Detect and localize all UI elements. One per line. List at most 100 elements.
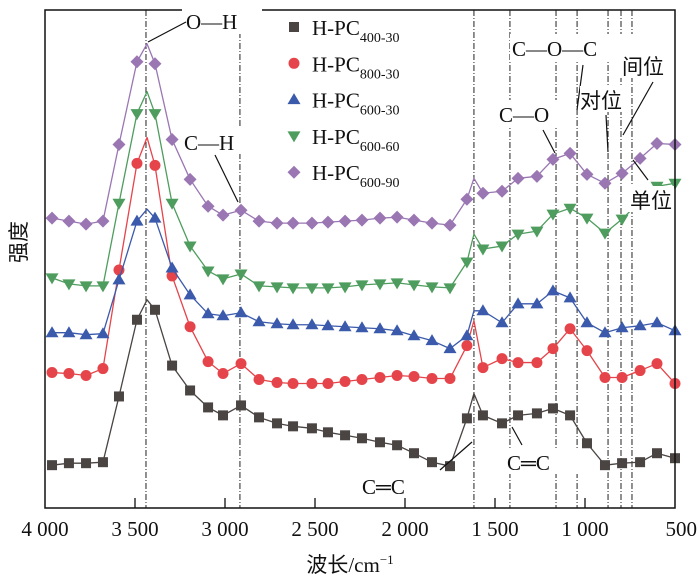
data-point-600-90 (495, 184, 509, 198)
annotations: O—H C—H C═C C═C C—O C—O—C 对位 间位 单位 (147, 6, 674, 499)
data-point-600-90 (305, 216, 319, 230)
data-point-600-90 (130, 55, 144, 69)
data-point-600-90 (546, 152, 560, 166)
legend-label: H-PC600-30 (312, 89, 400, 119)
data-point-400-30 (513, 410, 524, 421)
data-point-600-30 (355, 321, 369, 333)
data-point-400-30 (599, 460, 610, 471)
data-point-800-30 (80, 370, 92, 382)
legend-item-400-30: H-PC400-30 (289, 16, 400, 46)
x-tick-label: 1 500 (471, 517, 518, 541)
data-point-400-30 (461, 413, 472, 424)
data-point-600-90 (112, 137, 126, 151)
data-point-800-30 (306, 378, 318, 389)
data-point-600-60 (305, 283, 319, 295)
data-point-600-90 (511, 171, 525, 185)
x-ticks: 4 000 3 500 3 000 2 500 2 000 1 500 1 000 500 (21, 498, 697, 541)
data-point-400-30 (97, 457, 108, 468)
leader-cc-2 (511, 426, 523, 446)
data-point-400-30 (236, 400, 247, 411)
data-point-800-30 (46, 367, 58, 379)
x-tick-label: 2 500 (291, 517, 338, 541)
data-point-800-30 (184, 321, 196, 333)
data-point-400-30 (203, 402, 214, 413)
data-point-400-30 (185, 385, 196, 396)
data-point-400-30 (392, 440, 403, 451)
data-point-600-60 (563, 203, 577, 215)
data-point-400-30 (635, 457, 646, 468)
data-point-400-30 (445, 461, 455, 472)
data-point-400-30 (427, 457, 437, 468)
data-point-600-60 (546, 209, 560, 221)
x-tick-label: 2 000 (381, 517, 428, 541)
x-axis-label: 波长/cm−1 (306, 552, 393, 577)
data-point-600-60 (321, 283, 335, 295)
data-point-600-60 (373, 279, 387, 291)
data-point-600-30 (148, 211, 162, 223)
data-point-600-30 (425, 334, 439, 346)
data-point-600-30 (650, 316, 664, 328)
data-point-600-90 (62, 214, 76, 228)
data-point-600-30 (286, 318, 300, 330)
data-point-800-30 (271, 377, 283, 389)
data-point-800-30 (253, 374, 265, 386)
data-point-600-30 (373, 322, 387, 334)
legend-label-sub: 600-30 (360, 104, 400, 119)
data-point-600-90 (598, 176, 612, 190)
annotation-co: C—O (499, 103, 549, 127)
data-point-600-90 (45, 211, 59, 225)
legend-marker-icon (287, 165, 301, 179)
annotation-oh: O—H (186, 10, 237, 34)
data-point-800-30 (651, 358, 663, 370)
series-group (45, 43, 682, 472)
data-point-600-60 (286, 283, 300, 295)
data-point-600-30 (183, 288, 197, 300)
data-point-600-90 (460, 192, 474, 206)
data-point-400-30 (409, 448, 419, 459)
leader-meta (622, 81, 654, 136)
data-point-400-30 (272, 418, 283, 429)
data-point-600-60 (476, 244, 490, 256)
data-point-600-30 (580, 316, 594, 328)
data-point-600-60 (183, 241, 197, 253)
data-point-600-60 (62, 279, 76, 291)
annotation-cc-2: C═C (507, 451, 550, 475)
data-point-400-30 (113, 391, 124, 402)
data-point-800-30 (287, 378, 299, 389)
legend-label: H-PC600-60 (312, 125, 400, 155)
data-point-600-90 (580, 167, 594, 181)
data-point-600-60 (443, 283, 457, 295)
data-point-600-30 (546, 284, 560, 296)
data-point-800-30 (599, 372, 611, 384)
data-point-400-30 (581, 438, 592, 449)
data-point-600-30 (45, 326, 59, 338)
legend-label-main: H-PC (312, 89, 360, 113)
data-point-800-30 (374, 372, 386, 384)
data-point-600-60 (45, 273, 59, 285)
data-point-800-30 (202, 356, 214, 368)
data-point-600-60 (270, 282, 284, 294)
data-point-800-30 (477, 362, 489, 374)
leader-ch (214, 154, 239, 203)
data-point-800-30 (634, 365, 646, 377)
data-point-400-30 (340, 430, 351, 441)
data-point-600-30 (130, 214, 144, 226)
data-point-400-30 (63, 458, 74, 469)
x-tick-label: 3 000 (201, 517, 248, 541)
data-point-600-30 (234, 306, 248, 318)
data-point-600-60 (407, 280, 421, 292)
data-point-600-90 (563, 146, 577, 160)
data-point-600-60 (216, 274, 230, 286)
data-point-600-90 (148, 57, 162, 71)
legend-label: H-PC800-30 (312, 52, 400, 82)
data-point-600-60 (96, 281, 110, 293)
data-point-400-30 (565, 410, 576, 421)
legend-label-main: H-PC (312, 125, 360, 149)
data-point-600-30 (216, 309, 230, 321)
legend-label-sub: 400-30 (360, 31, 400, 46)
data-point-600-90 (286, 216, 300, 230)
x-tick-label: 500 (666, 517, 698, 541)
data-point-600-90 (338, 214, 352, 228)
legend-marker-icon (289, 22, 299, 32)
legend-item-600-30: H-PC600-30 (287, 89, 400, 119)
